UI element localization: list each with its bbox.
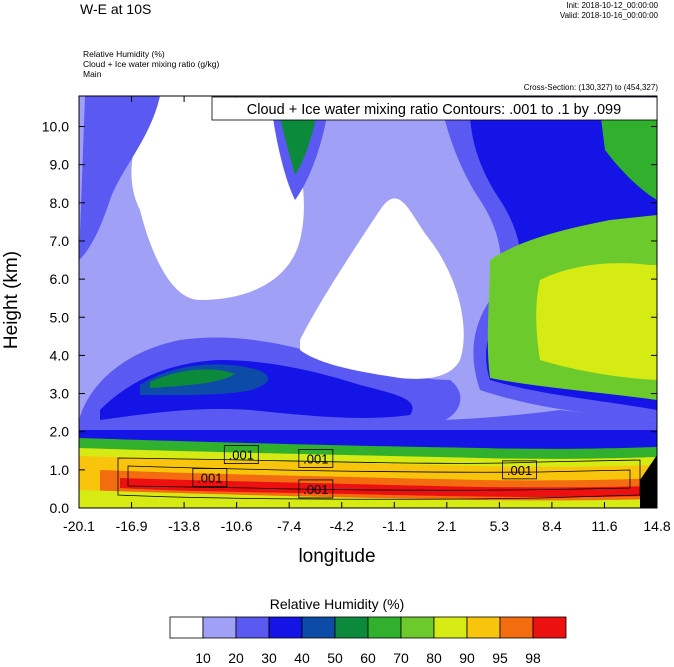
contour-label: .001 xyxy=(502,460,537,480)
legend-title: Relative Humidity (%) xyxy=(269,596,405,612)
y-tick-label: 10.0 xyxy=(42,119,69,135)
contour-label-box xyxy=(298,479,334,499)
contour-label-box xyxy=(298,449,334,468)
legend-level-label: 60 xyxy=(360,650,376,666)
x-tick-label: -1.1 xyxy=(382,518,406,534)
contour-label-box xyxy=(192,468,228,487)
legend-level-label: 98 xyxy=(525,650,541,666)
y-tick-label: 3.0 xyxy=(50,386,70,402)
legend-swatch xyxy=(433,616,468,639)
legend-level-label: 20 xyxy=(228,650,244,666)
legend-swatch xyxy=(235,616,270,639)
x-tick-label: -4.2 xyxy=(330,518,354,534)
cloud-contours xyxy=(117,457,641,500)
legend-level-label: 30 xyxy=(261,650,277,666)
legend-level-label: 40 xyxy=(294,650,310,666)
rh-region-right-90 xyxy=(536,263,657,380)
contour-labels: .001 .001 .001 .001 .001 xyxy=(192,445,537,499)
x-axis-label: longitude xyxy=(298,546,375,567)
x-tick-label: -13.8 xyxy=(168,518,200,534)
contour-label: .001 xyxy=(298,479,334,499)
contour-label-text: .001 xyxy=(303,451,328,466)
x-tick-label: -16.9 xyxy=(116,518,148,534)
rh-region-dry-mid xyxy=(300,198,464,379)
legend-swatch xyxy=(202,616,237,639)
legend-swatch xyxy=(301,616,336,639)
y-tick-label: 1.0 xyxy=(50,462,70,478)
contour-label-text: .001 xyxy=(229,448,254,463)
rh-region-60 xyxy=(150,369,235,388)
legend-swatch xyxy=(367,616,402,639)
rh-field xyxy=(79,96,657,508)
x-tick-label: 14.8 xyxy=(643,518,670,534)
rh-bl-98 xyxy=(120,478,650,498)
rh-region-dry-upper xyxy=(131,96,304,300)
cross-section-label: Cross-Section: (130,327) to (454,327) xyxy=(523,83,658,92)
legend-swatch xyxy=(466,616,501,639)
rh-region-upper-left xyxy=(79,96,160,260)
legend-level-label: 50 xyxy=(327,650,343,666)
field-label-cloud: Cloud + Ice water mixing ratio (g/kg) xyxy=(83,59,220,69)
contour-label-text: .001 xyxy=(507,463,532,478)
x-tick-label: 2.1 xyxy=(437,518,457,534)
y-tick-label: 2.0 xyxy=(50,424,70,440)
x-tick-label: 11.6 xyxy=(591,518,617,534)
y-tick-label: 5.0 xyxy=(50,309,70,325)
y-tick-label: 0.0 xyxy=(50,500,70,516)
init-time: Init: 2018-10-12_00:00:00 xyxy=(566,1,658,10)
x-tick-label: 5.3 xyxy=(490,518,510,534)
y-axis-label: Height (km) xyxy=(1,251,22,349)
contour-outer xyxy=(117,457,641,500)
legend-level-label: 80 xyxy=(426,650,442,666)
legend-level-label: 10 xyxy=(195,650,211,666)
contour-label-text: .001 xyxy=(197,470,222,485)
legend-swatch xyxy=(169,616,204,639)
y-tick-label: 4.0 xyxy=(50,347,70,363)
legend-level-label: 90 xyxy=(459,650,475,666)
chart-title: Cloud + Ice water mixing ratio Contours:… xyxy=(247,102,621,118)
x-tick-label: 8.4 xyxy=(542,518,562,534)
contour-label: .001 xyxy=(192,468,228,487)
legend-swatch xyxy=(400,616,435,639)
axes: -20.1 -16.9 -13.8 -10.6 -7.4 -4.2 -1.1 2.1 5.3 8.… xyxy=(42,95,671,534)
legend-swatch xyxy=(532,616,567,639)
x-tick-label: -10.6 xyxy=(221,518,253,534)
legend-level-label: 95 xyxy=(492,650,508,666)
plot-frame xyxy=(78,95,658,509)
legend-swatch xyxy=(334,616,369,639)
x-tick-label: -7.4 xyxy=(277,518,301,534)
legend-swatch xyxy=(499,616,534,639)
contour-label-box xyxy=(223,445,259,464)
terrain-right xyxy=(640,455,657,508)
field-label-rh: Relative Humidity (%) xyxy=(83,49,165,59)
y-tick-label: 6.0 xyxy=(50,271,70,287)
contour-label: .001 xyxy=(298,449,334,468)
page-title: W-E at 10S xyxy=(80,1,152,17)
rh-region-right-top-70 xyxy=(600,98,657,200)
contour-label-text: .001 xyxy=(303,482,328,497)
field-label-main: Main xyxy=(83,69,102,79)
legend-colorbar: 10 20 30 40 50 60 70 80 90 95 98 xyxy=(169,616,567,666)
y-tick-label: 7.0 xyxy=(50,233,70,249)
x-tick-label: -20.1 xyxy=(63,518,95,534)
contour-label: .001 xyxy=(223,445,259,464)
y-tick-label: 9.0 xyxy=(50,157,70,173)
legend-level-label: 70 xyxy=(393,650,409,666)
contour-inner xyxy=(127,465,631,491)
y-tick-label: 8.0 xyxy=(50,195,70,211)
valid-time: Valid: 2018-10-16_00:00:00 xyxy=(559,11,658,20)
legend-swatch xyxy=(268,616,303,639)
contour-title-box xyxy=(211,96,658,121)
contour-label-box xyxy=(502,460,537,480)
